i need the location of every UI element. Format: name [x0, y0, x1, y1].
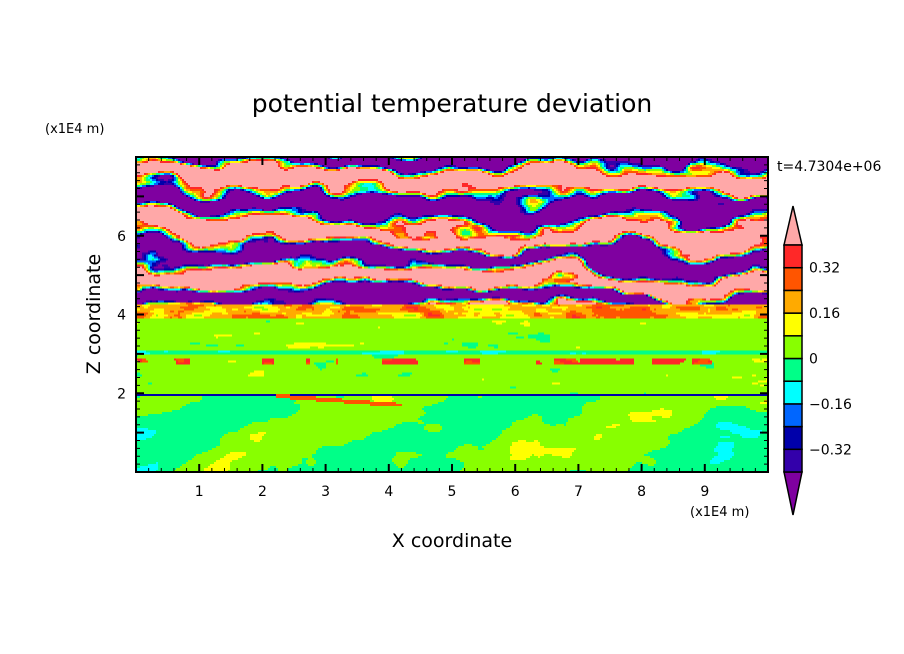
colorbar-tick-label: −0.16: [809, 397, 852, 413]
colorbar-tick-label: 0.32: [809, 261, 840, 277]
y-unit-label: (x1E4 m): [45, 122, 104, 137]
x-tick-label: 5: [448, 484, 457, 500]
x-tick-label: 6: [511, 484, 520, 500]
colorbar-segment: [783, 357, 803, 382]
colorbar-tick-label: −0.32: [809, 442, 852, 458]
colorbar-segment: [783, 289, 803, 314]
x-unit-label: (x1E4 m): [690, 505, 749, 520]
colorbar: 0.32 0.16 0 −0.16 −0.32: [783, 205, 852, 516]
time-label: t=4.7304e+06: [777, 159, 881, 175]
colorbar-segment: [783, 335, 803, 360]
colorbar-tick-label: 0.16: [809, 306, 840, 322]
x-tick-label: 4: [384, 484, 393, 500]
colorbar-segment: [783, 380, 803, 405]
plot-frame: [135, 156, 769, 473]
colorbar-lower-extension: [783, 471, 803, 516]
y-tick-label: 6: [117, 229, 126, 245]
x-tick-label: 3: [321, 484, 330, 500]
y-tick-label: 4: [117, 308, 126, 324]
colorbar-segment: [783, 448, 803, 473]
colorbar-segment: [783, 266, 803, 292]
x-tick-label: 8: [637, 484, 646, 500]
x-tick-label: 2: [258, 484, 267, 500]
colorbar-segment: [783, 312, 803, 337]
y-axis-label: Z coordinate: [83, 254, 105, 374]
chart-title: potential temperature deviation: [252, 89, 652, 118]
x-tick-label: 1: [195, 484, 204, 500]
colorbar-segment: [783, 403, 803, 428]
contour-field: [136, 157, 768, 472]
colorbar-upper-extension: [783, 205, 803, 246]
colorbar-tick-label: 0: [809, 352, 818, 368]
x-tick-label: 9: [700, 484, 709, 500]
x-axis-label: X coordinate: [392, 530, 512, 552]
colorbar-segment: [783, 244, 803, 269]
y-tick-label: 2: [117, 386, 126, 402]
axis-ticks: 1 2 3 4 5 6 7 8 9 2 4 6: [117, 156, 769, 500]
x-tick-label: 7: [574, 484, 583, 500]
colorbar-segment: [783, 425, 803, 451]
